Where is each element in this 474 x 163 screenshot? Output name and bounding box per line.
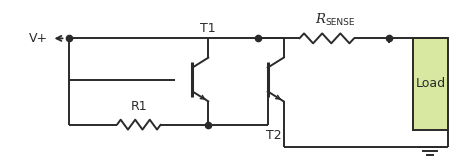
Text: T2: T2	[266, 129, 282, 142]
Text: SENSE: SENSE	[326, 18, 355, 27]
Text: V+: V+	[28, 32, 47, 45]
Text: R: R	[315, 14, 325, 26]
Text: R1: R1	[130, 100, 147, 113]
Bar	[413, 38, 448, 130]
Text: Load: Load	[416, 77, 446, 90]
Text: T1: T1	[201, 22, 216, 35]
